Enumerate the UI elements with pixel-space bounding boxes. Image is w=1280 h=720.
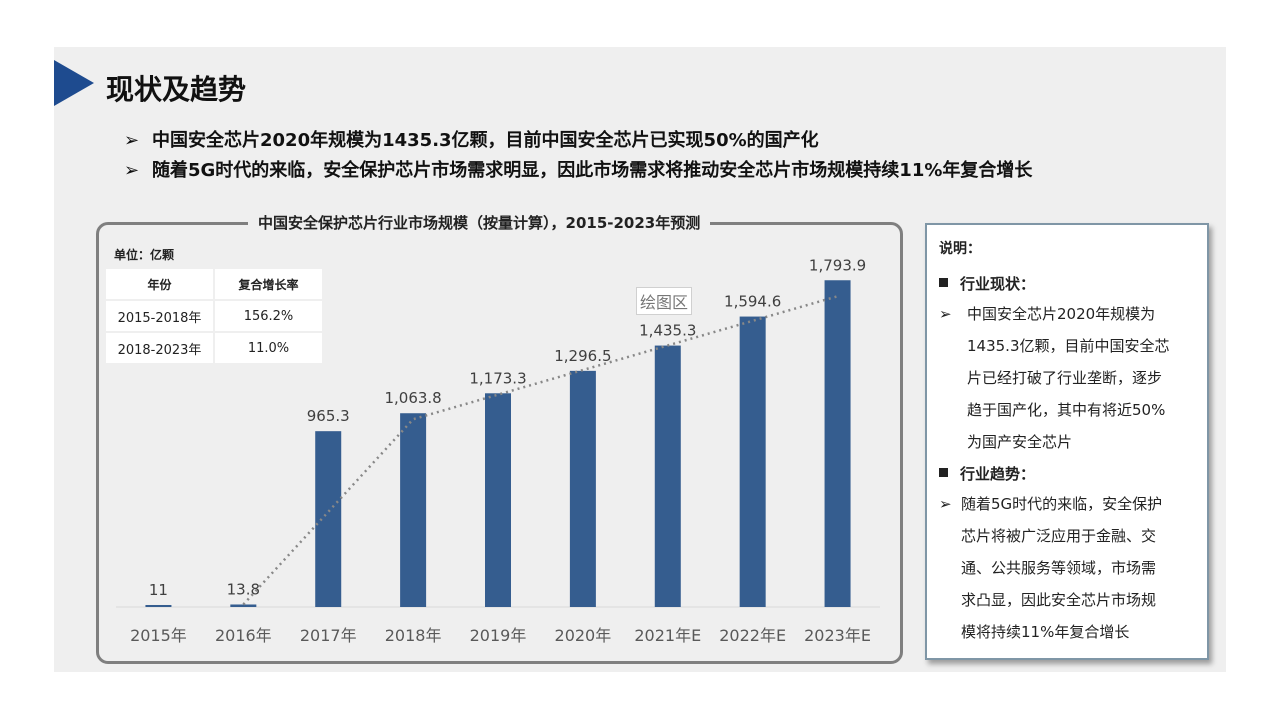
- square-bullet-icon: [939, 278, 948, 287]
- bar-2017年: [315, 431, 342, 607]
- table-cell: 2015-2018年: [104, 299, 215, 333]
- notes-panel: 说明： 行业现状： ➢ 中国安全芯片2020年规模为 1435.3亿颗，目前中国…: [925, 223, 1209, 660]
- notes-section-status-title: 行业现状：: [939, 273, 1035, 294]
- table-cell: 156.2%: [213, 299, 324, 333]
- x-tick-label: 2021年E: [634, 626, 701, 645]
- data-label: 965.3: [307, 407, 350, 425]
- notes-line: 1435.3亿颗，目前中国安全芯: [967, 337, 1170, 355]
- x-tick-label: 2022年E: [719, 626, 786, 645]
- notes-line: 求凸显，因此安全芯片市场规: [961, 591, 1157, 609]
- data-label: 1,296.5: [554, 347, 611, 365]
- title-triangle-icon: [54, 60, 94, 106]
- data-label: 11: [149, 581, 168, 599]
- bar-2023年E: [824, 280, 851, 607]
- plot-area-label: 绘图区: [636, 287, 693, 315]
- bar-2022年E: [739, 316, 766, 607]
- section-title: 行业趋势：: [960, 465, 1036, 483]
- notes-line: 为国产安全芯片: [967, 433, 1073, 451]
- x-tick-label: 2023年E: [804, 626, 871, 645]
- bullet-2: ➢ 随着5G时代的来临，安全保护芯片市场需求明显，因此市场需求将推动安全芯片市场规…: [124, 156, 1032, 182]
- table-cell: 2018-2023年: [104, 331, 215, 365]
- x-tick-label: 2017年: [300, 626, 357, 645]
- bar-2016年: [230, 604, 257, 607]
- section-title: 行业现状：: [960, 275, 1036, 293]
- table-header-cagr: 复合增长率: [213, 267, 324, 301]
- bullet-arrow-icon: ➢: [939, 495, 952, 513]
- notes-section-status-text: ➢ 中国安全芯片2020年规模为 1435.3亿颗，目前中国安全芯 片已经打破了…: [939, 298, 1192, 458]
- table-row: 2015-2018年 156.2%: [104, 299, 324, 333]
- x-tick-label: 2018年: [385, 626, 442, 645]
- notes-section-trend-text: ➢ 随着5G时代的来临，安全保护 芯片将被广泛应用于金融、交 通、公共服务等领域…: [939, 488, 1186, 648]
- notes-line: 芯片将被广泛应用于金融、交: [961, 527, 1157, 545]
- x-tick-label: 2015年: [130, 626, 187, 645]
- x-tick-label: 2016年: [215, 626, 272, 645]
- bar-2019年: [485, 393, 511, 607]
- table-row: 2018-2023年 11.0%: [104, 331, 324, 365]
- notes-line: 片已经打破了行业垄断，逐步: [967, 369, 1163, 387]
- notes-line: 中国安全芯片2020年规模为: [967, 305, 1156, 323]
- notes-line: 随着5G时代的来临，安全保护: [961, 495, 1163, 513]
- page-title: 现状及趋势: [106, 73, 247, 106]
- table-cell: 11.0%: [213, 331, 324, 365]
- data-label: 13.8: [227, 580, 260, 598]
- unit-label: 单位：亿颗: [114, 248, 175, 262]
- notes-line: 趋于国产化，其中有将近50%: [967, 401, 1166, 419]
- notes-heading: 说明：: [939, 241, 981, 257]
- chart-title: 中国安全保护芯片行业市场规模（按量计算），2015-2023年预测: [248, 212, 711, 233]
- bullet-2-text: 随着5G时代的来临，安全保护芯片市场需求明显，因此市场需求将推动安全芯片市场规模…: [152, 160, 1033, 181]
- bullet-arrow-icon: ➢: [939, 305, 952, 323]
- bullet-arrow-icon: ➢: [124, 160, 140, 181]
- table-header-row: 年份 复合增长率: [104, 267, 324, 301]
- bullet-1: ➢ 中国安全芯片2020年规模为1435.3亿颗，目前中国安全芯片已实现50%的国…: [124, 126, 819, 152]
- notes-line: 模将持续11%年复合增长: [961, 623, 1130, 641]
- x-tick-label: 2020年: [555, 626, 612, 645]
- bullet-arrow-icon: ➢: [124, 130, 140, 151]
- square-bullet-icon: [939, 468, 948, 477]
- x-tick-label: 2019年: [470, 626, 527, 645]
- data-label: 1,793.9: [809, 256, 866, 274]
- notes-line: 通、公共服务等领域，市场需: [961, 559, 1157, 577]
- bar-2018年: [400, 413, 427, 607]
- data-label: 1,435.3: [639, 322, 696, 340]
- bar-2021年E: [654, 345, 681, 607]
- table-header-year: 年份: [104, 267, 215, 301]
- bar-2020年: [569, 370, 596, 607]
- notes-section-trend-title: 行业趋势：: [939, 463, 1035, 484]
- bar-2015年: [145, 604, 172, 607]
- data-label: 1,063.8: [384, 389, 441, 407]
- bullet-1-text: 中国安全芯片2020年规模为1435.3亿颗，目前中国安全芯片已实现50%的国产…: [152, 130, 819, 151]
- data-label: 1,594.6: [724, 293, 781, 311]
- cagr-table: 年份 复合增长率 2015-2018年 156.2% 2018-2023年 11…: [104, 267, 324, 365]
- data-label: 1,173.3: [469, 369, 526, 387]
